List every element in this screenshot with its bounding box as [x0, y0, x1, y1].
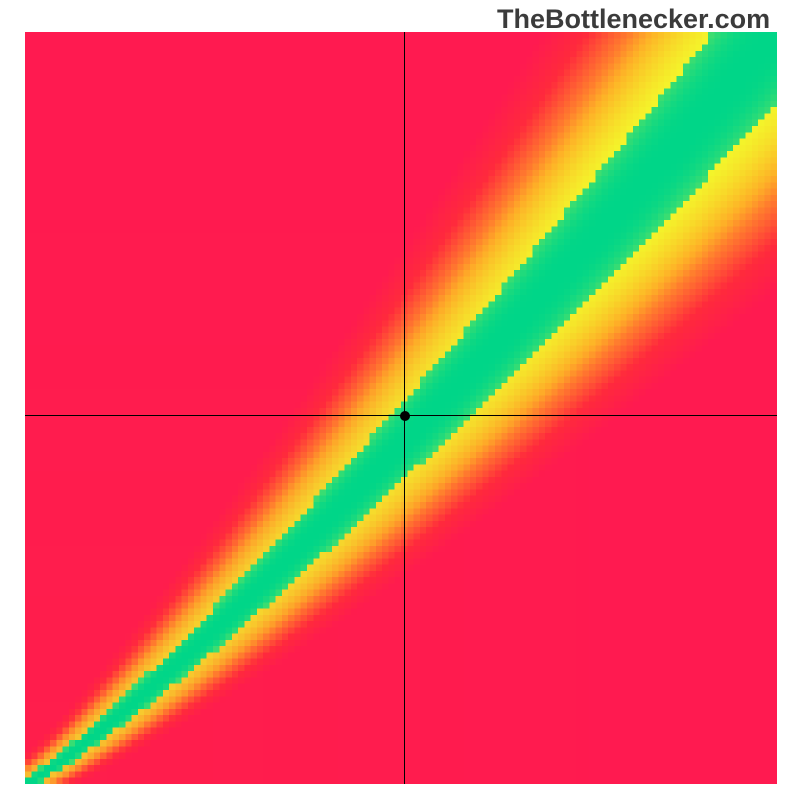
selected-point-marker	[400, 411, 410, 421]
watermark-text: TheBottlenecker.com	[497, 4, 770, 35]
crosshair-vertical	[404, 32, 405, 784]
chart-container: TheBottlenecker.com	[0, 0, 800, 800]
bottleneck-heatmap	[25, 32, 777, 784]
